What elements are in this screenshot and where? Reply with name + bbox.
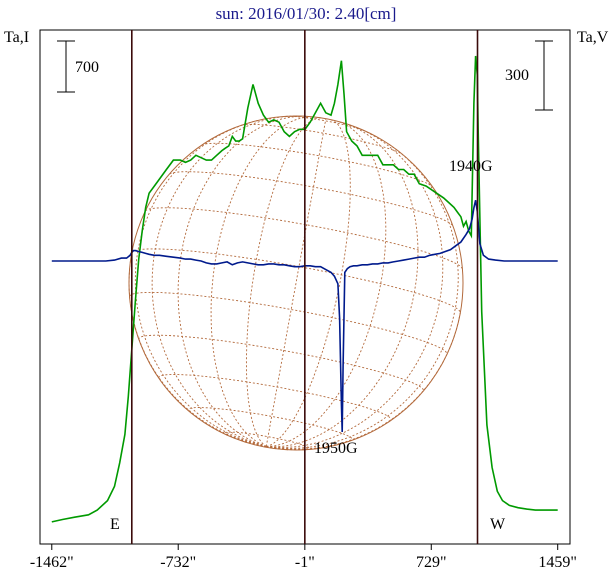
y-right-label: Ta,V [577, 29, 609, 46]
x-axis-ticks: -1462" -732" -1" 729" 1459" [30, 544, 577, 571]
x-tick-label: 1459" [538, 554, 577, 571]
polarization-chart: sun: 2016/01/30: 2.40[cm] Ta,I Ta,V 700 … [0, 0, 613, 573]
longitude-line [211, 117, 313, 447]
vertical-markers [132, 30, 478, 544]
longitude-line [178, 116, 307, 446]
x-tick-label: -1462" [30, 554, 74, 571]
latitude-line [170, 172, 453, 226]
scale-bar-right-label: 300 [505, 67, 529, 84]
scale-bar-left [57, 41, 75, 92]
annotation-1940g: 1940G [449, 158, 493, 175]
solar-disk-grid [129, 116, 463, 450]
annotation-1950g: 1950G [314, 440, 358, 457]
scale-bar-right [535, 41, 553, 110]
limb-label-west: W [490, 516, 506, 533]
x-tick-label: -1" [295, 554, 315, 571]
longitude-line [266, 122, 386, 447]
x-tick-label: 729" [416, 554, 447, 571]
latitude-line [188, 408, 352, 441]
scale-bar-left-label: 700 [75, 59, 99, 76]
longitude-line [135, 120, 266, 446]
chart-title: sun: 2016/01/30: 2.40[cm] [216, 4, 397, 23]
solar-limb-circle [129, 116, 463, 450]
y-left-label: Ta,I [4, 29, 29, 46]
limb-label-east: E [110, 516, 120, 533]
longitude-line [266, 119, 326, 447]
longitude-line [266, 144, 458, 449]
longitude-line [246, 118, 321, 447]
x-tick-label: -732" [160, 554, 196, 571]
